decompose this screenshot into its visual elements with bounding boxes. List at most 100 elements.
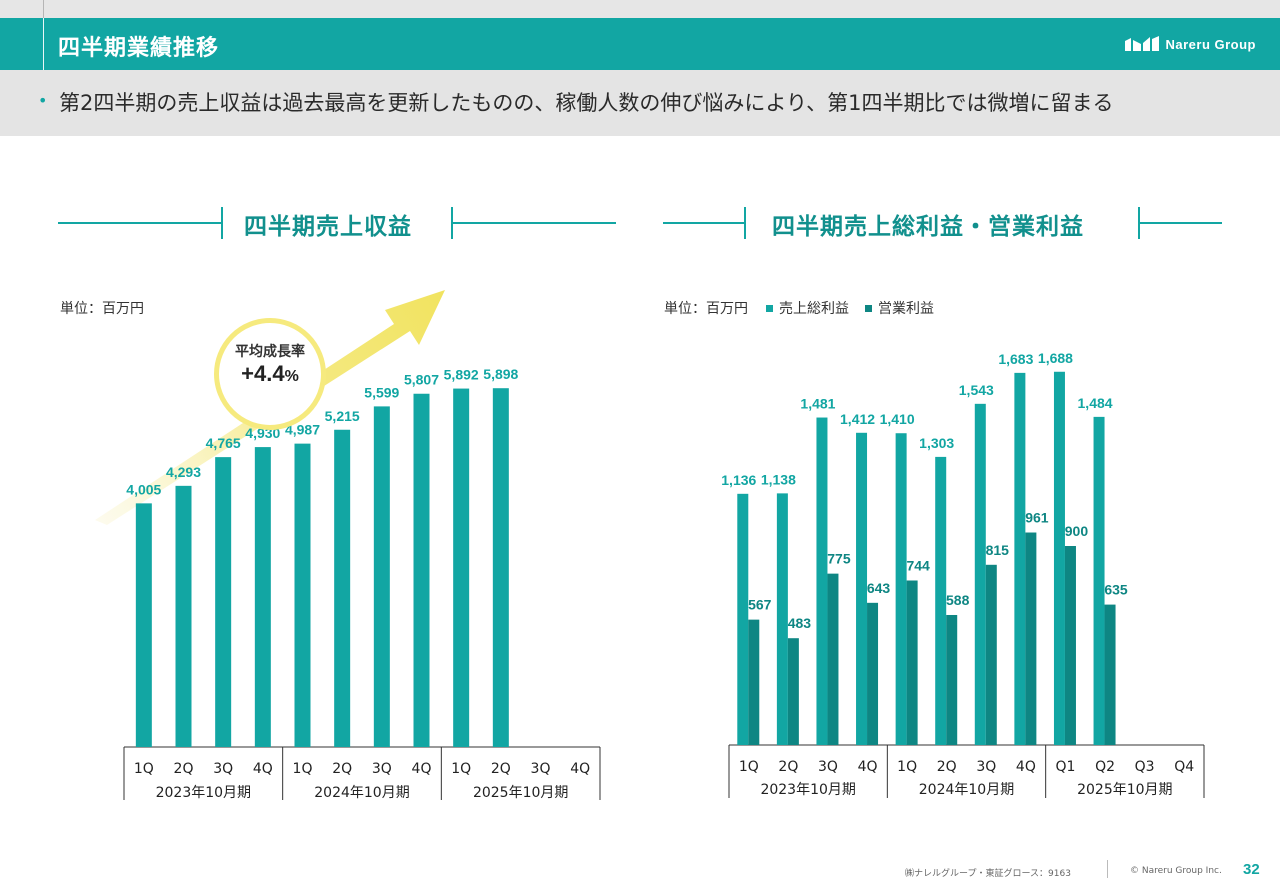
top-strip xyxy=(0,0,1280,18)
footer-copyright: © Nareru Group Inc. xyxy=(1130,866,1222,876)
revenue-bar xyxy=(453,388,470,747)
revenue-value-label: 4,987 xyxy=(285,422,320,438)
growth-rate-badge: 平均成長率 +4.4% xyxy=(214,318,326,430)
operating-profit-bar xyxy=(787,638,799,745)
growth-rate-label: 平均成長率 xyxy=(235,344,305,360)
operating-profit-value-label: 900 xyxy=(1065,523,1089,539)
legend-gross-swatch xyxy=(766,304,773,312)
x-tick-label: 1Q xyxy=(451,761,471,777)
fiscal-year-label: 2024年10月期 xyxy=(314,785,409,801)
operating-profit-bar xyxy=(827,573,839,745)
legend-operating-label: 営業利益 xyxy=(878,301,934,317)
left-title-cap-left xyxy=(221,207,223,239)
gross-profit-bar xyxy=(737,493,749,745)
footer-separator xyxy=(1107,860,1108,878)
fiscal-year-label: 2025年10月期 xyxy=(473,785,568,801)
operating-profit-value-label: 961 xyxy=(1025,510,1049,526)
right-unit-label: 単位：百万円 xyxy=(664,301,748,317)
growth-rate-number: +4.4 xyxy=(241,361,285,386)
x-tick-label: 1Q xyxy=(134,761,154,777)
revenue-bar xyxy=(254,447,271,747)
revenue-value-label: 5,898 xyxy=(483,366,518,382)
legend-operating-swatch xyxy=(865,304,872,312)
operating-profit-value-label: 635 xyxy=(1104,582,1128,598)
right-title-cap-left xyxy=(744,207,746,239)
growth-rate-value: +4.4% xyxy=(219,361,321,387)
gross-profit-bar xyxy=(856,432,868,745)
x-tick-label: Q2 xyxy=(1095,759,1115,775)
gross-profit-value-label: 1,138 xyxy=(761,471,796,487)
right-bar-chart: 1Q 2Q 3Q 4Q 1Q 2Q 3Q 4Q Q1 Q2 Q3 Q4 2023年10月期 2024年10… xyxy=(721,350,1205,798)
logo-text: Nareru Group xyxy=(1165,36,1256,52)
gross-profit-value-label: 1,683 xyxy=(998,351,1033,367)
gross-profit-value-label: 1,303 xyxy=(919,435,954,451)
operating-profit-bar xyxy=(1025,532,1037,745)
x-tick-label: Q1 xyxy=(1055,759,1075,775)
page-number: 32 xyxy=(1243,861,1260,878)
x-tick-label: 2Q xyxy=(332,761,352,777)
footer-company: ㈱ナレルグループ・東証グロース：9163 xyxy=(905,869,1071,879)
operating-profit-value-label: 588 xyxy=(946,592,970,608)
revenue-bar xyxy=(413,393,430,747)
top-strip-tick xyxy=(43,0,44,18)
x-tick-label: 4Q xyxy=(412,761,432,777)
growth-rate-unit: % xyxy=(284,368,299,385)
x-tick-label: 2Q xyxy=(174,761,194,777)
operating-profit-bar xyxy=(946,614,958,745)
operating-profit-bar xyxy=(1104,604,1116,745)
revenue-value-label: 4,765 xyxy=(206,435,241,451)
x-tick-label: 1Q xyxy=(739,759,759,775)
right-title-line-right xyxy=(1139,222,1222,224)
left-title-line-right xyxy=(452,222,616,224)
operating-profit-value-label: 567 xyxy=(748,597,772,613)
right-section-title: 四半期売上総利益・営業利益 xyxy=(772,214,1084,240)
x-tick-label: 2Q xyxy=(491,761,511,777)
operating-profit-value-label: 483 xyxy=(788,615,812,631)
x-tick-label: Q4 xyxy=(1174,759,1194,775)
revenue-bar xyxy=(492,388,509,747)
operating-profit-value-label: 643 xyxy=(867,580,891,596)
company-logo: Nareru Group xyxy=(1125,35,1256,53)
operating-profit-bar xyxy=(906,580,918,745)
x-tick-label: 3Q xyxy=(976,759,996,775)
operating-profit-bar xyxy=(748,619,760,745)
revenue-value-label: 4,005 xyxy=(126,481,161,497)
x-tick-label: 4Q xyxy=(1016,759,1036,775)
fiscal-year-label: 2023年10月期 xyxy=(760,782,855,798)
fiscal-year-label: 2024年10月期 xyxy=(919,782,1014,798)
x-tick-label: 4Q xyxy=(253,761,273,777)
x-tick-label: 4Q xyxy=(570,761,590,777)
operating-profit-bar xyxy=(1064,546,1076,745)
revenue-value-label: 4,293 xyxy=(166,464,201,480)
page-title: 四半期業績推移 xyxy=(58,36,220,61)
gross-profit-bar xyxy=(1053,371,1065,745)
gross-profit-value-label: 1,136 xyxy=(721,472,756,488)
gross-profit-value-label: 1,481 xyxy=(800,396,835,412)
gross-profit-bar xyxy=(776,493,788,745)
operating-profit-bar xyxy=(867,602,879,745)
left-title-line-left xyxy=(58,222,222,224)
x-tick-label: 3Q xyxy=(818,759,838,775)
revenue-bar xyxy=(175,485,192,747)
x-tick-label: 2Q xyxy=(937,759,957,775)
fiscal-year-label: 2023年10月期 xyxy=(156,785,251,801)
revenue-value-label: 5,892 xyxy=(444,367,479,383)
revenue-value-label: 5,807 xyxy=(404,372,439,388)
fiscal-year-label: 2025年10月期 xyxy=(1077,782,1172,798)
x-tick-label: 4Q xyxy=(858,759,878,775)
revenue-value-label: 5,215 xyxy=(325,408,360,424)
x-tick-label: 1Q xyxy=(293,761,313,777)
right-legend: 単位：百万円 売上総利益 営業利益 xyxy=(664,298,934,318)
legend-gross-label: 売上総利益 xyxy=(779,301,849,317)
gross-profit-bar xyxy=(1093,416,1105,745)
gross-profit-bar xyxy=(816,417,828,745)
gross-profit-value-label: 1,484 xyxy=(1078,395,1113,411)
x-tick-label: 3Q xyxy=(531,761,551,777)
x-tick-label: Q3 xyxy=(1135,759,1155,775)
operating-profit-value-label: 815 xyxy=(986,542,1010,558)
header-divider xyxy=(43,18,44,70)
gross-profit-bar xyxy=(895,433,907,745)
right-title-line-left xyxy=(663,222,745,224)
